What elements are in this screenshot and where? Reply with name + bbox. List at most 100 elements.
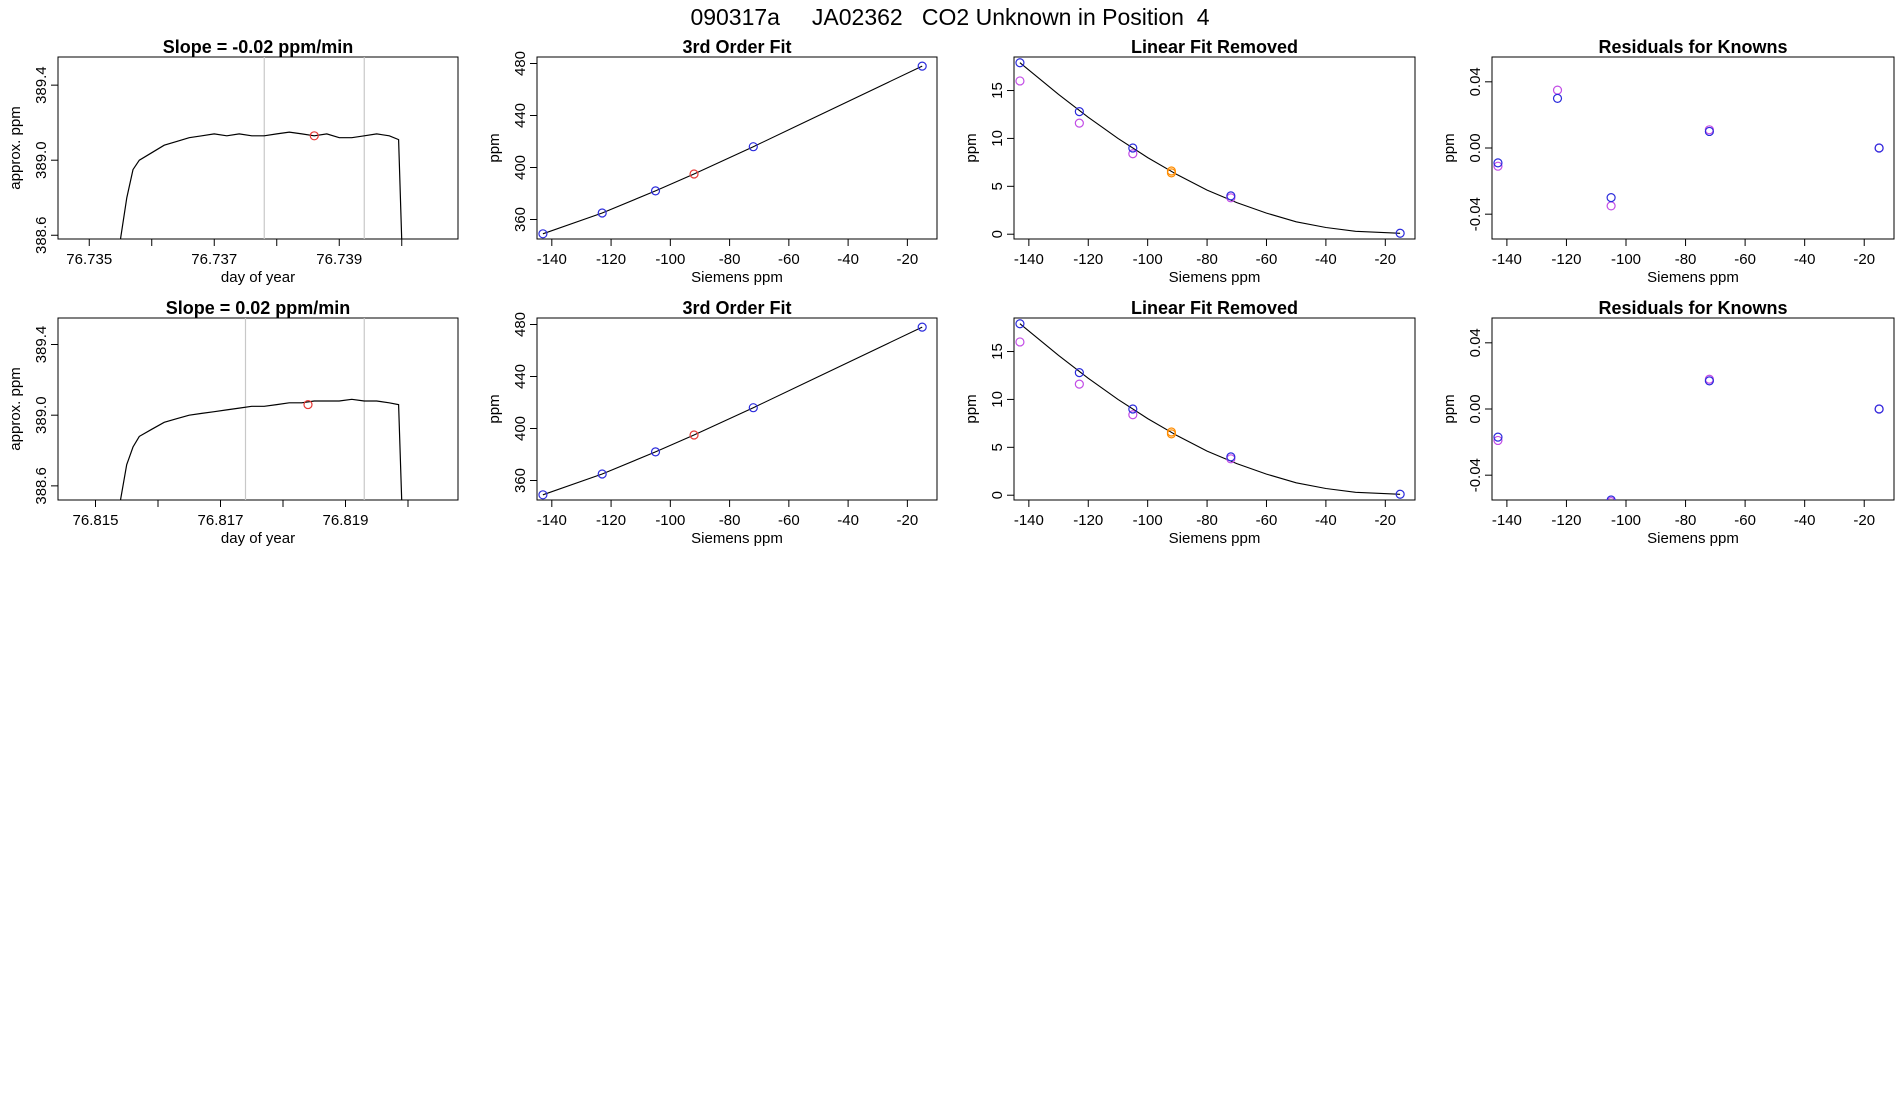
chart-title: Slope = 0.02 ppm/min [166,298,351,318]
blue-point [748,403,758,413]
fit-curve-line [542,65,923,235]
plot-frame [57,317,459,501]
blue-point [1015,319,1025,329]
x-tick-label: -120 [596,251,626,268]
x-tick-label: -80 [1196,512,1218,529]
mean-point-marker [309,131,319,141]
chart-panel-4: Residuals for Knowns -140 -120 -100 -80 -60 -4… [1441,37,1895,286]
plot-frame [57,56,459,240]
x-axis-label: Siemens ppm [691,269,783,286]
plot-frame [1491,56,1895,240]
x-tick-label: 76.739 [316,251,362,268]
x-tick-label: -100 [655,512,685,529]
plot-area [1493,374,1884,500]
x-axis-label: day of year [221,269,295,286]
x-tick-label: -80 [1675,251,1697,268]
x-tick-label: -140 [1492,512,1522,529]
x-tick-label: -40 [1315,512,1337,529]
plot-area [1015,319,1405,499]
x-tick-label: -60 [1256,512,1278,529]
y-tick-label: 389.0 [33,141,50,179]
magenta-point [1015,76,1025,86]
x-tick-label: 76.819 [323,512,369,529]
chart-panel-7: Linear Fit Removed -140 -120 -100 -80 -60 -40 -… [963,298,1416,547]
x-tick-label: -60 [1256,251,1278,268]
y-tick-label: 440 [512,364,529,389]
x-tick-label: -40 [837,251,859,268]
x-tick-label: -120 [596,512,626,529]
x-tick-label: -40 [1794,512,1816,529]
y-tick-label: 360 [512,468,529,493]
blue-point [650,186,661,196]
x-tick-label: -20 [1853,251,1875,268]
plot-frame [1013,56,1416,240]
y-tick-label: 15 [989,82,1006,99]
blue-point [1074,106,1084,117]
data-trace-line [119,131,403,239]
plot-area [1493,85,1884,211]
y-tick-label: 0.04 [1467,67,1484,96]
plot-frame [1491,317,1895,501]
fit-curve-line [1019,323,1401,495]
x-tick-label: -60 [778,251,800,268]
x-tick-label: -120 [1073,512,1103,529]
blue-point [1874,143,1884,153]
x-tick-label: -140 [1014,251,1044,268]
x-axis-label: Siemens ppm [1647,530,1739,547]
y-tick-label: 400 [512,416,529,441]
y-tick-label: 5 [989,182,1006,190]
y-tick-label: 389.0 [33,396,50,434]
x-tick-label: -40 [1315,251,1337,268]
x-tick-label: -140 [537,512,567,529]
y-tick-label: 0 [989,491,1006,499]
y-axis-label: ppm [486,394,503,423]
y-tick-label: 388.6 [33,216,50,254]
y-tick-label: -0.04 [1467,458,1484,492]
data-trace-line [119,398,403,500]
y-axis-label: ppm [963,133,980,162]
fit-curve-line [542,326,923,496]
chart-title: Residuals for Knowns [1598,37,1787,57]
chart-panel-5: Slope = 0.02 ppm/min 76.815 76.817 76.819 38… [7,298,459,547]
y-tick-label: -0.04 [1467,197,1484,231]
page-title: 090317a JA02362 CO2 Unknown in Position … [690,4,1210,30]
blue-point [538,229,548,239]
chart-title: Residuals for Knowns [1598,298,1787,318]
fit-curve-line [1019,62,1401,234]
blue-point [1395,228,1405,238]
blue-point [748,142,758,152]
x-tick-label: -80 [1675,512,1697,529]
x-tick-label: -120 [1551,512,1581,529]
x-tick-label: -40 [1794,251,1816,268]
x-tick-label: -100 [1133,251,1163,268]
blue-point [917,322,927,332]
x-tick-label: -100 [1611,512,1641,529]
y-tick-label: 0.04 [1467,328,1484,357]
x-tick-label: -120 [1551,251,1581,268]
magenta-point [1074,379,1084,389]
x-tick-label: -140 [537,251,567,268]
x-tick-label: -80 [719,512,741,529]
plot-area [119,318,403,500]
blue-point [1704,126,1714,137]
plot-area [538,322,927,500]
x-tick-label: -80 [1196,251,1218,268]
magenta-point [1606,497,1616,500]
y-axis-label: ppm [1441,133,1458,162]
y-axis-label: approx. ppm [7,106,24,189]
chart-panel-6: 3rd Order Fit -140 -120 -100 -80 -60 -40 -20 360… [486,298,938,547]
y-tick-label: 389.4 [33,66,50,104]
blue-point [1606,193,1616,203]
x-tick-label: 76.735 [66,251,112,268]
plot-frame [1013,317,1416,501]
y-tick-label: 480 [512,51,529,76]
plot-frame [536,317,938,501]
chart-title: Linear Fit Removed [1131,37,1298,57]
chart-title: 3rd Order Fit [682,37,791,57]
chart-title: 3rd Order Fit [682,298,791,318]
y-tick-label: 388.6 [33,467,50,505]
y-tick-label: 480 [512,312,529,337]
x-tick-label: -20 [1374,512,1396,529]
magenta-point [1074,118,1084,128]
magenta-point [1552,85,1563,95]
